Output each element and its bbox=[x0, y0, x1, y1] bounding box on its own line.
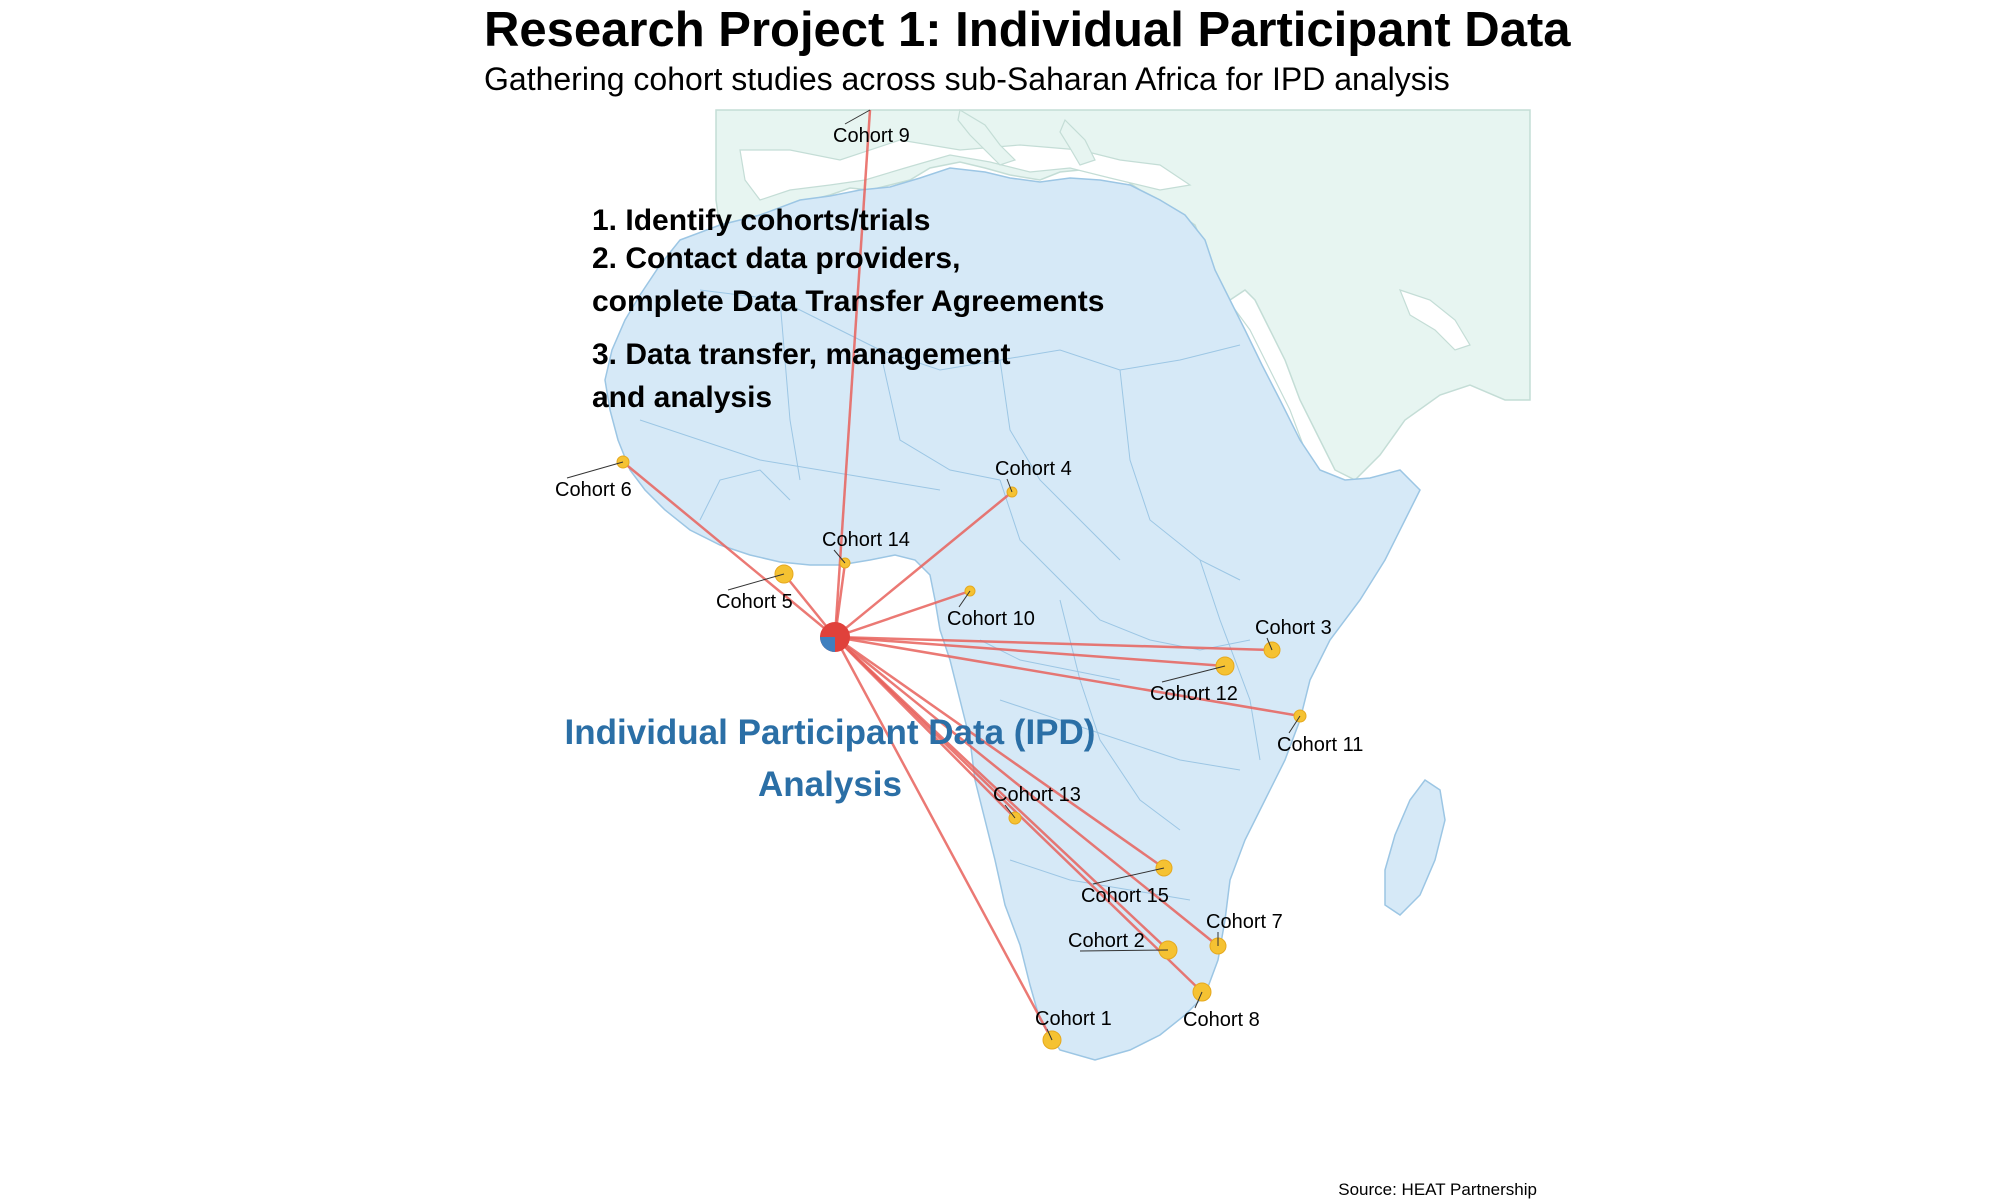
cohort-label-cohort-8: Cohort 8 bbox=[1183, 1009, 1260, 1031]
step-line-4: 3. Data transfer, management bbox=[592, 338, 1011, 371]
cohort-leader-cohort-2 bbox=[1079, 949, 1169, 952]
cohort-label-cohort-15: Cohort 15 bbox=[1081, 885, 1169, 907]
cohort-points bbox=[616, 455, 1307, 1050]
connection-line-cohort-15 bbox=[834, 635, 1165, 870]
cohort-leader-cohort-10 bbox=[958, 590, 971, 608]
connection-line-cohort-9 bbox=[833, 109, 872, 638]
connection-line-cohort-7 bbox=[834, 636, 1219, 947]
step-line-3: complete Data Transfer Agreements bbox=[592, 285, 1104, 318]
connection-line-cohort-4 bbox=[834, 491, 1013, 638]
persian-gulf bbox=[1398, 289, 1471, 351]
connection-line-cohort-3 bbox=[834, 635, 1273, 652]
madagascar bbox=[1384, 778, 1446, 916]
cohort-leader-cohort-13 bbox=[1004, 804, 1016, 819]
hub-marker bbox=[820, 637, 835, 652]
cohort-leader-cohort-3 bbox=[1266, 637, 1273, 651]
connection-line-cohort-13 bbox=[834, 636, 1016, 819]
cohort-label-cohort-13: Cohort 13 bbox=[993, 784, 1081, 806]
page-title: Research Project 1: Individual Participa… bbox=[484, 3, 1571, 57]
connection-line-cohort-11 bbox=[834, 635, 1301, 718]
cohort-label-cohort-4: Cohort 4 bbox=[995, 458, 1072, 480]
source-credit: Source: HEAT Partnership bbox=[1338, 1180, 1537, 1199]
cohort-leader-cohort-11 bbox=[1288, 715, 1301, 734]
greece-peninsula bbox=[1059, 118, 1096, 166]
connection-line-cohort-1 bbox=[833, 636, 1054, 1041]
cohort-leader-cohort-14 bbox=[833, 549, 846, 564]
cohort-label-cohort-2: Cohort 2 bbox=[1068, 930, 1145, 952]
cohort-label-cohort-12: Cohort 12 bbox=[1150, 683, 1238, 705]
page-subtitle: Gathering cohort studies across sub-Saha… bbox=[484, 61, 1450, 97]
cohort-label-cohort-14: Cohort 14 bbox=[822, 529, 910, 551]
cohort-leader-cohort-15 bbox=[1092, 867, 1165, 885]
cohort-label-cohort-6: Cohort 6 bbox=[555, 479, 632, 501]
cohort-leader-cohort-1 bbox=[1046, 1028, 1053, 1041]
step-line-5: and analysis bbox=[592, 381, 772, 414]
cohort-leader-cohort-8 bbox=[1194, 991, 1203, 1009]
ipd-label-line-1: Individual Participant Data (IPD) bbox=[565, 713, 1096, 752]
cohort-label-cohort-9: Cohort 9 bbox=[833, 125, 910, 147]
italy-peninsula bbox=[957, 109, 1017, 166]
connection-line-cohort-10 bbox=[834, 589, 971, 639]
cohort-leader-cohort-5 bbox=[727, 573, 785, 591]
cohort-leader-cohort-6 bbox=[566, 461, 624, 479]
connection-line-cohort-6 bbox=[622, 461, 836, 638]
step-line-1: 1. Identify cohorts/trials bbox=[592, 204, 930, 237]
connection-line-cohort-12 bbox=[834, 635, 1226, 668]
connection-lines bbox=[622, 109, 1301, 1041]
cohort-labels: Cohort 1 Cohort 2 Cohort 3 Cohort 4 Cohort 5… bbox=[555, 109, 1363, 1041]
cohort-label-cohort-7: Cohort 7 bbox=[1206, 911, 1283, 933]
cohort-label-cohort-5: Cohort 5 bbox=[716, 591, 793, 613]
steps-annotation: 1. Identify cohorts/trials 2. Contact da… bbox=[592, 204, 1104, 414]
cohort-label-cohort-10: Cohort 10 bbox=[947, 608, 1035, 630]
cohort-label-cohort-1: Cohort 1 bbox=[1035, 1008, 1112, 1030]
cohort-label-cohort-3: Cohort 3 bbox=[1255, 617, 1332, 639]
ipd-label-line-2: Analysis bbox=[758, 765, 902, 804]
step-line-2: 2. Contact data providers, bbox=[592, 242, 960, 275]
cohort-leader-cohort-9 bbox=[844, 109, 871, 125]
country-borders bbox=[639, 289, 1261, 901]
cohort-leader-cohort-4 bbox=[1006, 478, 1013, 493]
cohort-label-cohort-11: Cohort 11 bbox=[1277, 734, 1363, 756]
cohort-leader-cohort-12 bbox=[1161, 665, 1226, 683]
ipd-hub bbox=[820, 622, 850, 652]
